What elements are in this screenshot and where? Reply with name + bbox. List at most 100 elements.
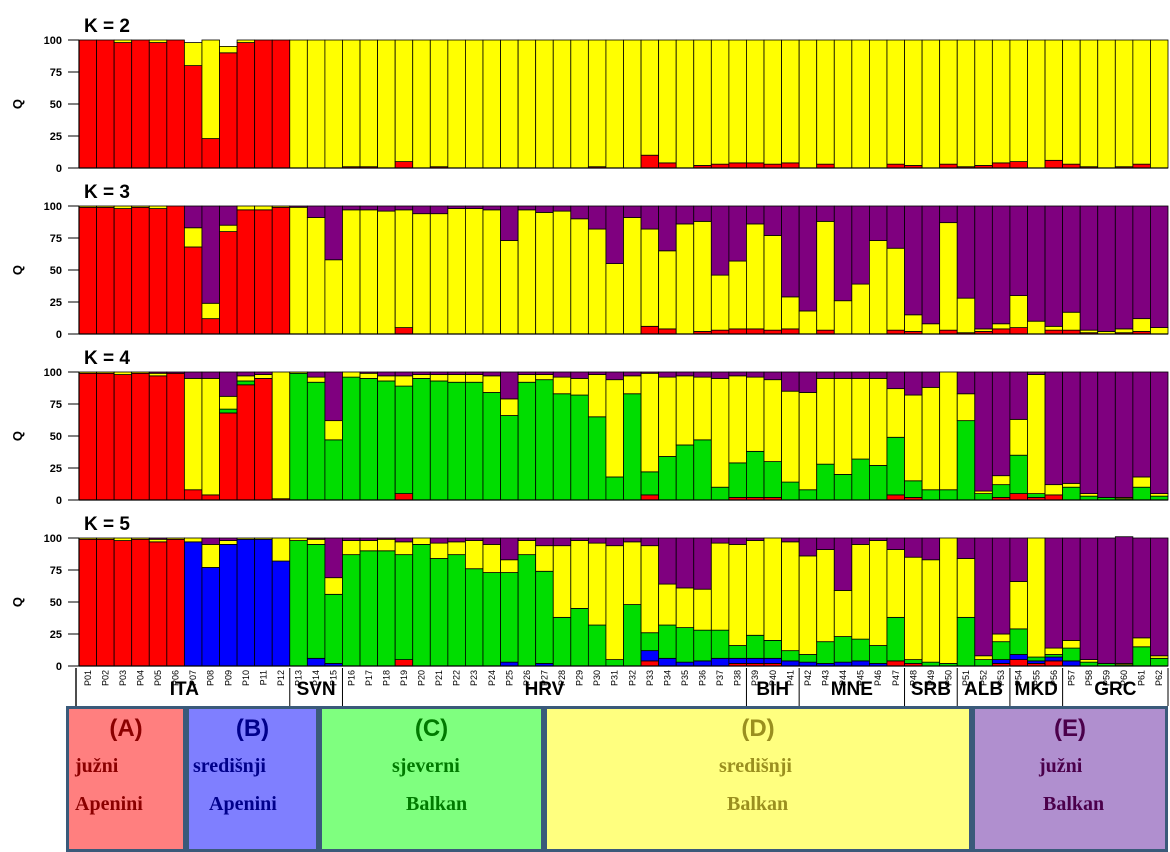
bar-segment	[1097, 371, 1116, 498]
y-tick-label: 50	[50, 99, 62, 111]
bar-segment	[96, 205, 115, 208]
bar-segment	[1009, 581, 1028, 630]
bar-segment	[921, 205, 941, 325]
bar-segment	[429, 371, 449, 375]
category-label: P54	[1014, 670, 1024, 686]
bar-segment	[658, 456, 677, 501]
bar-segment	[113, 374, 133, 501]
category-label: P12	[276, 670, 286, 686]
bar-segment	[394, 493, 414, 501]
bar-segment	[746, 540, 765, 636]
category-label: P02	[100, 670, 110, 686]
bar-segment	[183, 227, 203, 248]
bar-segment	[113, 208, 133, 335]
bar-segment	[183, 489, 203, 501]
bar-segment	[587, 371, 607, 375]
bar-segment	[623, 375, 642, 395]
bar-segment	[201, 537, 220, 545]
bar-segment	[1150, 327, 1169, 335]
bar-segment	[763, 371, 782, 381]
bar-segment	[236, 205, 256, 211]
bar-segment	[78, 371, 97, 374]
bar-segment	[219, 544, 238, 667]
bar-segment	[342, 205, 361, 211]
bar-segment	[798, 371, 818, 393]
bar-segment	[886, 436, 905, 496]
bar-segment	[236, 380, 256, 386]
panel-title: K = 2	[84, 16, 130, 37]
y-axis-label: Q	[10, 99, 25, 109]
bar-segment	[429, 542, 449, 559]
bar-segment	[166, 205, 185, 335]
bar-segment	[254, 205, 273, 211]
bar-segment	[904, 39, 923, 166]
bar-segment	[640, 371, 660, 374]
y-tick-label: 100	[44, 533, 62, 545]
bar-segment	[552, 545, 572, 618]
bar-segment	[289, 540, 308, 667]
bar-segment	[535, 205, 554, 213]
bar-segment	[552, 371, 572, 378]
bar-segment	[1150, 205, 1169, 328]
y-tick-label: 75	[50, 233, 62, 245]
category-label: P49	[926, 670, 936, 686]
bar-segment	[447, 371, 466, 375]
bar-segment	[570, 218, 589, 335]
bar-segment	[991, 537, 1011, 635]
bar-segment	[816, 39, 835, 165]
bar-segment	[798, 310, 818, 335]
bar-segment	[201, 318, 220, 335]
y-tick-label: 0	[56, 163, 62, 175]
bar-segment	[746, 162, 765, 169]
bar-segment	[746, 328, 765, 335]
bar-segment	[710, 486, 730, 501]
bar-segment	[78, 39, 97, 169]
bar-segment	[113, 537, 133, 541]
category-label: P19	[399, 670, 409, 686]
bar-segment	[1009, 295, 1028, 329]
bar-segment	[833, 473, 853, 501]
bar-segment	[148, 205, 168, 209]
bar-segment	[605, 537, 624, 547]
bar-segment	[552, 210, 572, 335]
bar-segment	[306, 538, 326, 545]
bar-segment	[219, 52, 238, 169]
bar-segment	[254, 39, 273, 169]
bar-segment	[587, 205, 607, 230]
bar-segment	[377, 550, 396, 667]
category-label: P61	[1137, 670, 1147, 686]
bar-segment	[1079, 537, 1099, 660]
bar-segment	[236, 384, 256, 501]
bar-segment	[1027, 374, 1046, 494]
bar-segment	[447, 39, 466, 169]
bar-segment	[904, 659, 923, 664]
category-label: P35	[680, 670, 690, 686]
bar-segment	[640, 632, 660, 652]
bar-segment	[131, 372, 150, 501]
bar-segment	[851, 283, 870, 335]
bar-segment	[148, 39, 168, 43]
bar-segment	[482, 375, 501, 393]
bar-segment	[517, 371, 537, 375]
y-axis-label: Q	[10, 597, 25, 607]
country-label: SVN	[297, 679, 336, 700]
bar-segment	[781, 660, 800, 667]
country-label: BIH	[756, 679, 789, 700]
bar-segment	[675, 223, 695, 335]
bar-segment	[148, 208, 168, 335]
bar-segment	[675, 371, 695, 377]
bar-segment	[1150, 39, 1169, 169]
bar-segment	[974, 537, 993, 657]
bar-segment	[623, 217, 642, 335]
bar-segment	[658, 162, 677, 169]
category-label: P01	[83, 670, 93, 686]
bar-segment	[1009, 628, 1028, 655]
bar-segment	[640, 228, 660, 327]
category-label: P05	[153, 670, 163, 686]
bar-segment	[623, 537, 642, 543]
bar-segment	[377, 371, 396, 377]
bar-segment	[886, 388, 905, 438]
bar-segment	[710, 371, 730, 379]
bar-segment	[763, 461, 782, 498]
bar-segment	[1062, 537, 1081, 641]
